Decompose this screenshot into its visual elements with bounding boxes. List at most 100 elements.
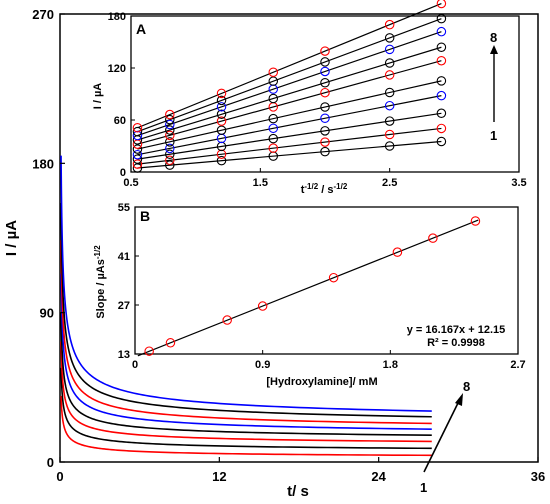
inset-a-series-6-point xyxy=(165,130,175,141)
inset-a-fit-line-1 xyxy=(137,140,442,169)
inset-a-series-3-point xyxy=(320,126,330,136)
inset-a-series-1-point xyxy=(384,141,395,151)
inset-b-content: 0 0.9 1.8 2.7 13 27 41 55 xyxy=(118,202,526,371)
inset-a-background xyxy=(131,16,519,172)
inset-a-series-3-point xyxy=(436,108,447,119)
inset-a-series-4-point xyxy=(165,143,175,154)
inset-b-y-tick-label: 41 xyxy=(118,251,130,263)
inset-a-series-7-point xyxy=(384,58,395,68)
inset-a-y-tick-label: 120 xyxy=(108,63,126,75)
inset-b-y-tick-label: 27 xyxy=(118,300,130,312)
inset-a-arrow-label-start: 1 xyxy=(490,128,497,143)
main-y-tick-label: 270 xyxy=(32,7,54,22)
inset-a-series-8-point xyxy=(384,44,395,55)
main-series-3-line xyxy=(60,341,432,443)
main-plot-frame xyxy=(59,13,539,463)
inset-a-fit-line-6 xyxy=(137,60,442,145)
inset-b-y-axis-label: Slope / µAs-1/2 xyxy=(93,245,107,319)
inset-b-data-point xyxy=(165,338,176,348)
inset-a-x-tick-label: 1.5 xyxy=(253,177,268,189)
inset-a-y-tick-label: 0 xyxy=(120,167,126,179)
inset-b-data-point xyxy=(428,233,438,243)
inset-a-series-8-point xyxy=(132,130,143,141)
inset-a-series-9-point xyxy=(132,126,143,137)
inset-a-series-1-point xyxy=(320,146,330,157)
inset-b-data-point xyxy=(222,315,232,325)
inset-b-x-tick-label: 0 xyxy=(132,359,138,371)
inset-a-series-4-point xyxy=(320,113,330,124)
inset-a-series-3-point xyxy=(384,116,395,126)
inset-a-series-9-point xyxy=(165,114,175,125)
inset-a-x-axis-label: t-1/2 / s-1/2 xyxy=(301,182,348,196)
inset-a-series-10-point xyxy=(216,88,227,99)
inset-a-series-1-point xyxy=(436,136,447,147)
inset-a-series-2-point xyxy=(216,149,227,159)
inset-a-series-8-point xyxy=(216,102,227,112)
inset-a-series-10-point xyxy=(384,19,395,30)
inset-a-series-5-point xyxy=(165,137,175,147)
inset-a-series-7-point xyxy=(436,42,447,52)
inset-b-fit-line xyxy=(137,219,479,357)
main-arrow-line xyxy=(423,400,460,473)
main-y-tick-label: 90 xyxy=(40,306,54,321)
inset-a: 0.5 1.5 2.5 3.5 0 60 120 180 A t-1/2 / s-1/2 I … xyxy=(92,0,527,196)
main-curves xyxy=(60,155,432,457)
main-series-4-line xyxy=(60,313,432,436)
main-series-8-line xyxy=(60,155,432,412)
inset-a-series-10-point xyxy=(165,109,175,120)
main-series-1-line xyxy=(60,395,432,457)
inset-b-x-tick-label: 1.8 xyxy=(383,359,398,371)
inset-b-y-tick-label: 55 xyxy=(118,202,130,214)
inset-a-series-6-point xyxy=(320,87,330,98)
inset-a-series-4-point xyxy=(132,149,143,160)
inset-a-series-7-point xyxy=(216,109,227,120)
inset-a-series-1-point xyxy=(216,155,227,166)
inset-a-series-6-point xyxy=(436,55,447,66)
inset-a-series-2-point xyxy=(165,155,175,166)
inset-a-series-6-point xyxy=(216,116,227,126)
inset-b-r-squared: R² = 0.9998 xyxy=(427,337,485,349)
main-x-tick-label: 0 xyxy=(56,469,63,484)
main-arrow-label-end: 8 xyxy=(463,379,470,394)
inset-a-series-5-point xyxy=(436,76,447,86)
inset-a-fit-line-7 xyxy=(137,46,442,141)
main-series-6-line xyxy=(60,240,432,425)
inset-b-data-point xyxy=(470,216,481,226)
inset-a-arrow-label-end: 8 xyxy=(490,30,497,45)
inset-a-series-4-point xyxy=(436,90,447,101)
inset-a-series-4-point xyxy=(268,123,279,134)
inset-a-fit-line-10 xyxy=(137,2,442,129)
inset-b-data-point xyxy=(144,346,154,356)
inset-b-x-axis-label: [Hydroxylamine]/ mM xyxy=(266,376,377,388)
main-y-tick-label: 0 xyxy=(47,455,54,470)
inset-a-series-7-point xyxy=(320,77,330,88)
inset-a-series-3-point xyxy=(268,133,279,144)
inset-a-x-tick-label: 2.5 xyxy=(382,177,397,189)
inset-a-series-5-point xyxy=(384,87,395,98)
inset-a-series-5-point xyxy=(132,144,143,154)
main-x-tick-label: 36 xyxy=(531,469,545,484)
inset-a-series-9-point xyxy=(320,57,330,67)
inset-b-panel-label: B xyxy=(140,208,150,224)
inset-a-frame xyxy=(130,15,520,173)
inset-a-series-1-point xyxy=(165,160,175,170)
inset-b-data-point xyxy=(328,272,339,283)
main-series-2-line xyxy=(60,367,432,450)
inset-a-fit-line-2 xyxy=(137,127,442,165)
inset-b-y-tick-label: 13 xyxy=(118,349,130,361)
inset-a-y-tick-label: 180 xyxy=(108,11,126,23)
inset-a-series-4-point xyxy=(384,100,395,111)
main-y-tick-label: 180 xyxy=(32,156,54,171)
inset-a-arrow-head xyxy=(490,45,498,54)
inset-a-y-axis-label: I / µA xyxy=(92,83,104,110)
inset-a-series-2-point xyxy=(436,123,447,134)
inset-b-data-point xyxy=(392,247,403,257)
inset-b: 0 0.9 1.8 2.7 13 27 41 55 B [Hydroxylamine]/ mM… xyxy=(93,202,526,388)
inset-a-panel-label: A xyxy=(136,21,146,37)
inset-a-series-2-point xyxy=(320,137,330,147)
inset-a-content: 0.5 1.5 2.5 3.5 0 60 120 180 xyxy=(108,0,527,189)
inset-a-series-10-point xyxy=(132,123,143,133)
inset-a-series-10-point xyxy=(268,67,279,77)
